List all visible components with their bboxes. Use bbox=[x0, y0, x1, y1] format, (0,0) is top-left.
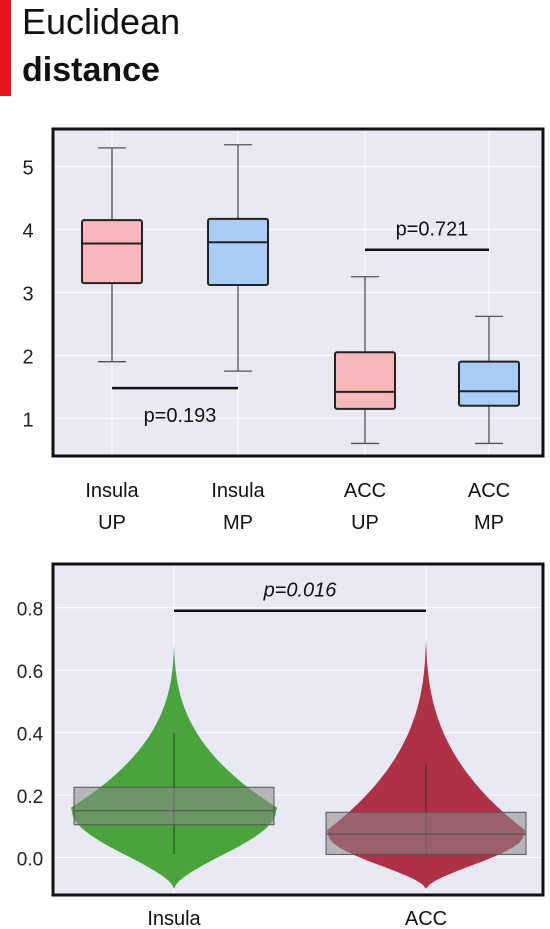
y-tick-label: 0.2 bbox=[17, 787, 43, 808]
x-tick-label: ACC bbox=[468, 480, 510, 502]
violin-iqr-box bbox=[325, 811, 527, 855]
p-value-label: p=0.193 bbox=[144, 405, 217, 427]
p-value-label: p=0.721 bbox=[396, 219, 469, 241]
p-value-label: p=0.016 bbox=[263, 580, 338, 602]
box-acc-mp bbox=[458, 360, 520, 407]
x-tick-label: MP bbox=[223, 512, 253, 534]
y-tick-label: 3 bbox=[22, 284, 33, 306]
x-tick-label: ACC bbox=[344, 480, 386, 502]
y-tick-label: 0.8 bbox=[17, 600, 43, 621]
box-acc-up bbox=[334, 351, 396, 410]
x-tick-label: Insula bbox=[85, 480, 139, 502]
violin-iqr-box bbox=[73, 786, 275, 826]
box-insula-mp bbox=[207, 217, 269, 286]
box-insula-up bbox=[81, 219, 143, 285]
title-line-2: distance bbox=[22, 51, 160, 89]
y-tick-label: 5 bbox=[22, 158, 33, 180]
title-line-1: Euclidean bbox=[22, 1, 181, 42]
panel-1-frame bbox=[51, 127, 545, 458]
panel-2-frame bbox=[51, 562, 545, 897]
x-tick-label: UP bbox=[98, 512, 126, 534]
y-tick-label: 0.4 bbox=[17, 725, 44, 746]
title-accent-bar bbox=[0, 0, 11, 96]
x-tick-label: ACC bbox=[405, 908, 447, 929]
x-tick-label: Insula bbox=[147, 908, 201, 929]
y-tick-label: 4 bbox=[22, 221, 33, 243]
y-tick-label: 0.6 bbox=[17, 662, 43, 683]
y-tick-label: 2 bbox=[22, 346, 33, 368]
x-tick-label: UP bbox=[351, 512, 379, 534]
x-tick-label: MP bbox=[474, 512, 504, 534]
y-tick-label: 0.0 bbox=[17, 850, 43, 871]
x-tick-label: Insula bbox=[211, 480, 265, 502]
y-tick-label: 1 bbox=[22, 409, 33, 431]
